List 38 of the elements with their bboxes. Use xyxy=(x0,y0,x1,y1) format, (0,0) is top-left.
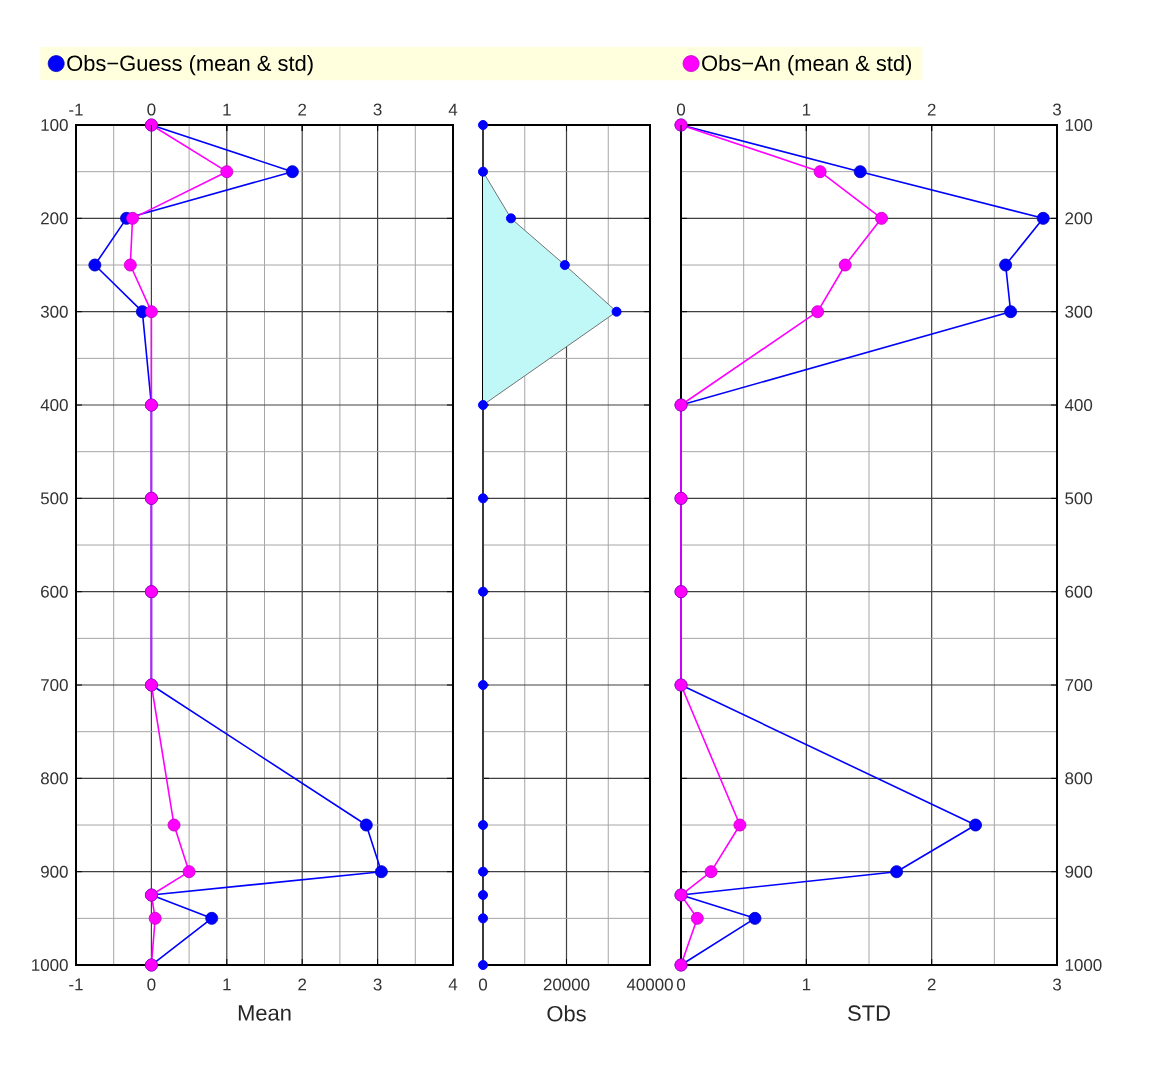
y-tick-label: 700 xyxy=(1065,679,1093,692)
x-tick-label: 40000 xyxy=(626,978,673,991)
x-tick-label: 0 xyxy=(478,978,488,991)
y-tick-label: 300 xyxy=(1065,305,1093,318)
y-tick-label: 900 xyxy=(1065,865,1093,878)
y-tick-label: 600 xyxy=(41,585,68,598)
x-tick-label: 2 xyxy=(927,103,936,116)
x-axis-title: STD xyxy=(848,1005,890,1021)
x-tick-label: 20000 xyxy=(543,978,590,991)
x-tick-label: 0 xyxy=(676,103,686,116)
legend-label: Obs−An (mean & std) xyxy=(702,54,912,76)
x-axis-title: Mean xyxy=(238,1005,291,1021)
y-tick-label: 1000 xyxy=(32,959,68,972)
y-tick-label: 900 xyxy=(41,865,68,878)
x-tick-label: -1 xyxy=(69,103,83,116)
y-tick-label: 1000 xyxy=(1065,959,1102,972)
x-tick-label: 2 xyxy=(298,103,307,116)
x-tick-label: 1 xyxy=(223,103,231,116)
y-tick-label: 500 xyxy=(40,492,68,505)
y-tick-label: 100 xyxy=(41,119,68,132)
y-tick-label: 700 xyxy=(41,679,68,692)
x-axis-title: Obs xyxy=(547,1005,586,1022)
x-tick-label: 0 xyxy=(147,103,156,116)
legend-label: Obs−Guess (mean & std) xyxy=(67,54,313,76)
y-tick-label: 300 xyxy=(40,305,68,318)
x-tick-label: 3 xyxy=(1052,103,1061,116)
y-tick-label: 800 xyxy=(1065,772,1093,785)
y-tick-label: 200 xyxy=(1065,212,1093,225)
y-tick-label: 200 xyxy=(41,212,68,225)
y-tick-label: 800 xyxy=(40,772,68,785)
y-tick-label: 500 xyxy=(1065,492,1093,505)
x-tick-label: 3 xyxy=(373,103,382,116)
y-tick-label: 400 xyxy=(40,399,68,412)
x-tick-label: 1 xyxy=(802,103,811,116)
y-tick-label: 100 xyxy=(1065,119,1093,132)
y-tick-label: 400 xyxy=(1064,399,1093,412)
x-tick-label: 4 xyxy=(448,103,458,116)
y-tick-label: 600 xyxy=(1065,585,1093,598)
